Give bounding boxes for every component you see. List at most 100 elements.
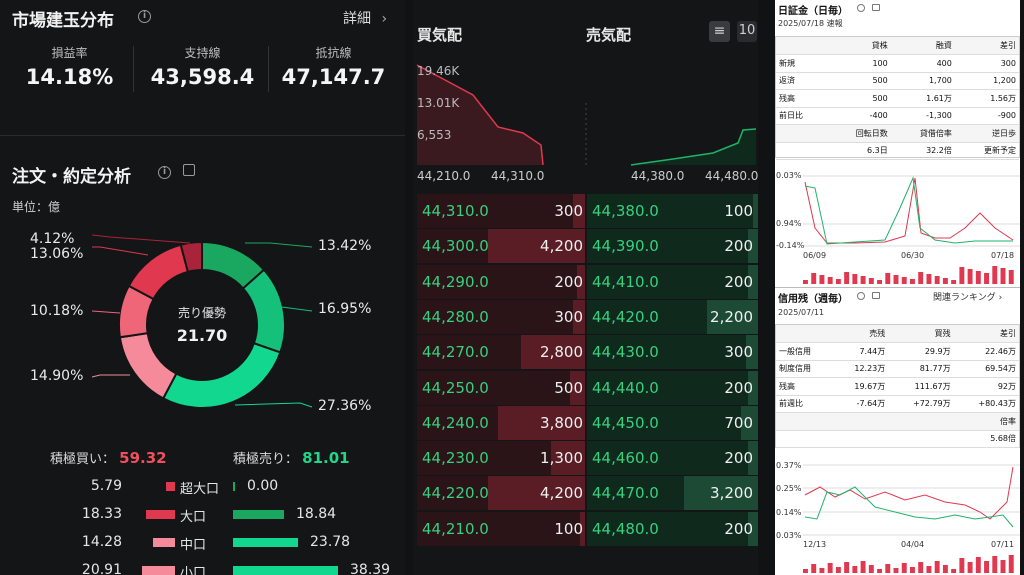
table-cell: 100: [826, 54, 891, 73]
chart-y-label: -0.14%: [776, 241, 805, 250]
info-icon[interactable]: i: [138, 10, 151, 23]
slice-label: 16.95%: [318, 301, 372, 317]
volume-bar: [984, 273, 990, 284]
ask-cell: [587, 194, 758, 228]
nissho-date: 2025/07/18 速報: [778, 19, 843, 28]
shinyo-panel: 信用残（週毎） 関連ランキング › 2025/07/11 売残 買残 差引 一般信用…: [775, 287, 1020, 575]
orderbook-row[interactable]: 44,270.0 2,800 44,430.0 300: [417, 335, 758, 370]
table-cell: 6.3日: [826, 142, 891, 160]
bid-price: 44,240.0: [422, 413, 489, 432]
table-cell: 29.9万: [888, 342, 954, 361]
volume-bar: [1008, 270, 1014, 284]
ask-quantity: 700: [724, 413, 753, 432]
table-cell: 92万: [953, 377, 1019, 396]
ask-price: 44,480.0: [592, 519, 659, 538]
table-cell: 32.2倍: [890, 142, 955, 160]
slice-label: 13.42%: [318, 238, 372, 254]
table-row: 残高 500 1.61万 1.56万: [776, 89, 1019, 108]
size-label: 中口: [180, 538, 207, 553]
orderbook-row[interactable]: 44,310.0 300 44,380.0 100: [417, 194, 758, 228]
sell-amount: 38.39: [350, 562, 391, 575]
info-icon[interactable]: [857, 4, 865, 12]
orderbook-row[interactable]: 44,240.0 3,800 44,450.0 700: [417, 405, 758, 440]
table-header: 融資: [890, 37, 955, 55]
table-cell: 新規: [776, 54, 827, 73]
table-cell: 22.46万: [953, 342, 1019, 361]
share-icon[interactable]: [183, 164, 195, 176]
bid-price: 44,220.0: [422, 484, 489, 503]
chart-x-label: 07/18: [991, 251, 1014, 260]
volume-bar: [852, 274, 858, 284]
volume-bar: [1008, 555, 1014, 573]
volume-bar: [1000, 268, 1006, 284]
volume-bar: [901, 563, 907, 573]
size-row: 20.91 小口 38.39: [0, 560, 405, 575]
volume-bar: [827, 277, 833, 284]
table-row: 新規 100 400 300: [776, 54, 1019, 73]
table-cell: +72.79万: [888, 395, 954, 413]
detail-link[interactable]: 詳細 ›: [343, 8, 387, 28]
table-header: 差引: [954, 37, 1019, 55]
ask-quantity: 200: [724, 519, 753, 538]
volume-bar: [942, 278, 948, 284]
volume-bar: [992, 556, 998, 573]
settings-icon[interactable]: ≡: [709, 21, 730, 42]
buy-bar: [153, 538, 175, 547]
buy-label: 積極買い：: [50, 452, 116, 467]
buy-title: 買気配: [417, 26, 463, 44]
orderbook-row[interactable]: 44,300.0 4,200 44,390.0 200: [417, 229, 758, 264]
table-cell: 500: [826, 72, 891, 90]
depth-y-label: 13.01K: [417, 96, 460, 110]
volume-bar: [877, 569, 883, 573]
table-cell: 400: [890, 54, 955, 73]
bid-cell: [417, 511, 585, 546]
table-cell: 残高: [776, 89, 827, 108]
slice-label: 13.06%: [30, 246, 84, 262]
depth-y-label: 19.46K: [417, 64, 460, 78]
nissho-panel: 日証金（日毎） 2025/07/18 速報 貸株 融資 差引 新規 100 400 300…: [775, 0, 1020, 287]
bid-volume-bar: [488, 476, 585, 511]
chart-y-label: 0.03%: [776, 531, 802, 540]
leader-line: [234, 402, 313, 408]
info-icon[interactable]: i: [158, 166, 171, 179]
table-cell: 残高: [776, 377, 833, 396]
leader-line: [245, 242, 313, 248]
bid-quantity: 500: [554, 378, 583, 397]
donut-slice: [161, 341, 282, 409]
related-ranking-link[interactable]: 関連ランキング ›: [933, 293, 1003, 303]
size-row: 18.33 大口 18.84: [0, 504, 405, 526]
table-header: 回転日数: [826, 124, 891, 143]
chart-y-label: 0.14%: [776, 508, 802, 517]
chart-y-label: 0.37%: [776, 461, 802, 470]
table-cell: -7.64万: [832, 395, 889, 413]
ask-volume-bar: [746, 335, 758, 370]
share-icon[interactable]: [872, 292, 880, 299]
orderbook-row[interactable]: 44,210.0 100 44,480.0 200: [417, 511, 758, 546]
orderbook-row[interactable]: 44,250.0 500 44,440.0 200: [417, 370, 758, 405]
sell-bar: [233, 566, 338, 575]
table-cell: 5.68倍: [953, 430, 1019, 448]
bid-price: 44,210.0: [422, 519, 489, 538]
depth-button[interactable]: 10: [737, 21, 757, 42]
orderbook-row[interactable]: 44,280.0 300 44,420.0 2,200: [417, 299, 758, 334]
nissho-table: 貸株 融資 差引 新規 100 400 300 返済 500 1,700 1,200 残高 500…: [775, 36, 1020, 160]
table-cell: 1.56万: [954, 89, 1019, 108]
table-cell: -900: [954, 107, 1019, 125]
table-row: 制度信用 12.23万 81.77万 69.54万: [776, 360, 1019, 378]
slice-label: 10.18%: [30, 303, 84, 319]
table-cell: 81.77万: [888, 360, 954, 378]
volume-bar: [951, 280, 957, 284]
info-icon[interactable]: [857, 292, 865, 300]
orderbook-row[interactable]: 44,290.0 200 44,410.0 200: [417, 264, 758, 299]
donut-slice: [241, 268, 286, 354]
shinyo-title: 信用残（週毎）: [778, 294, 848, 305]
table-row: 前週比 -7.64万 +72.79万 +80.43万: [776, 395, 1019, 413]
leader-line: [281, 306, 313, 312]
orderbook-row[interactable]: 44,220.0 4,200 44,470.0 3,200: [417, 476, 758, 511]
ask-quantity: 200: [724, 272, 753, 291]
orderbook-row[interactable]: 44,230.0 1,300 44,460.0 200: [417, 441, 758, 476]
share-icon[interactable]: [872, 4, 880, 11]
table-header: 売残: [832, 325, 889, 343]
table-cell: 69.54万: [953, 360, 1019, 378]
volume-bar: [803, 280, 808, 284]
